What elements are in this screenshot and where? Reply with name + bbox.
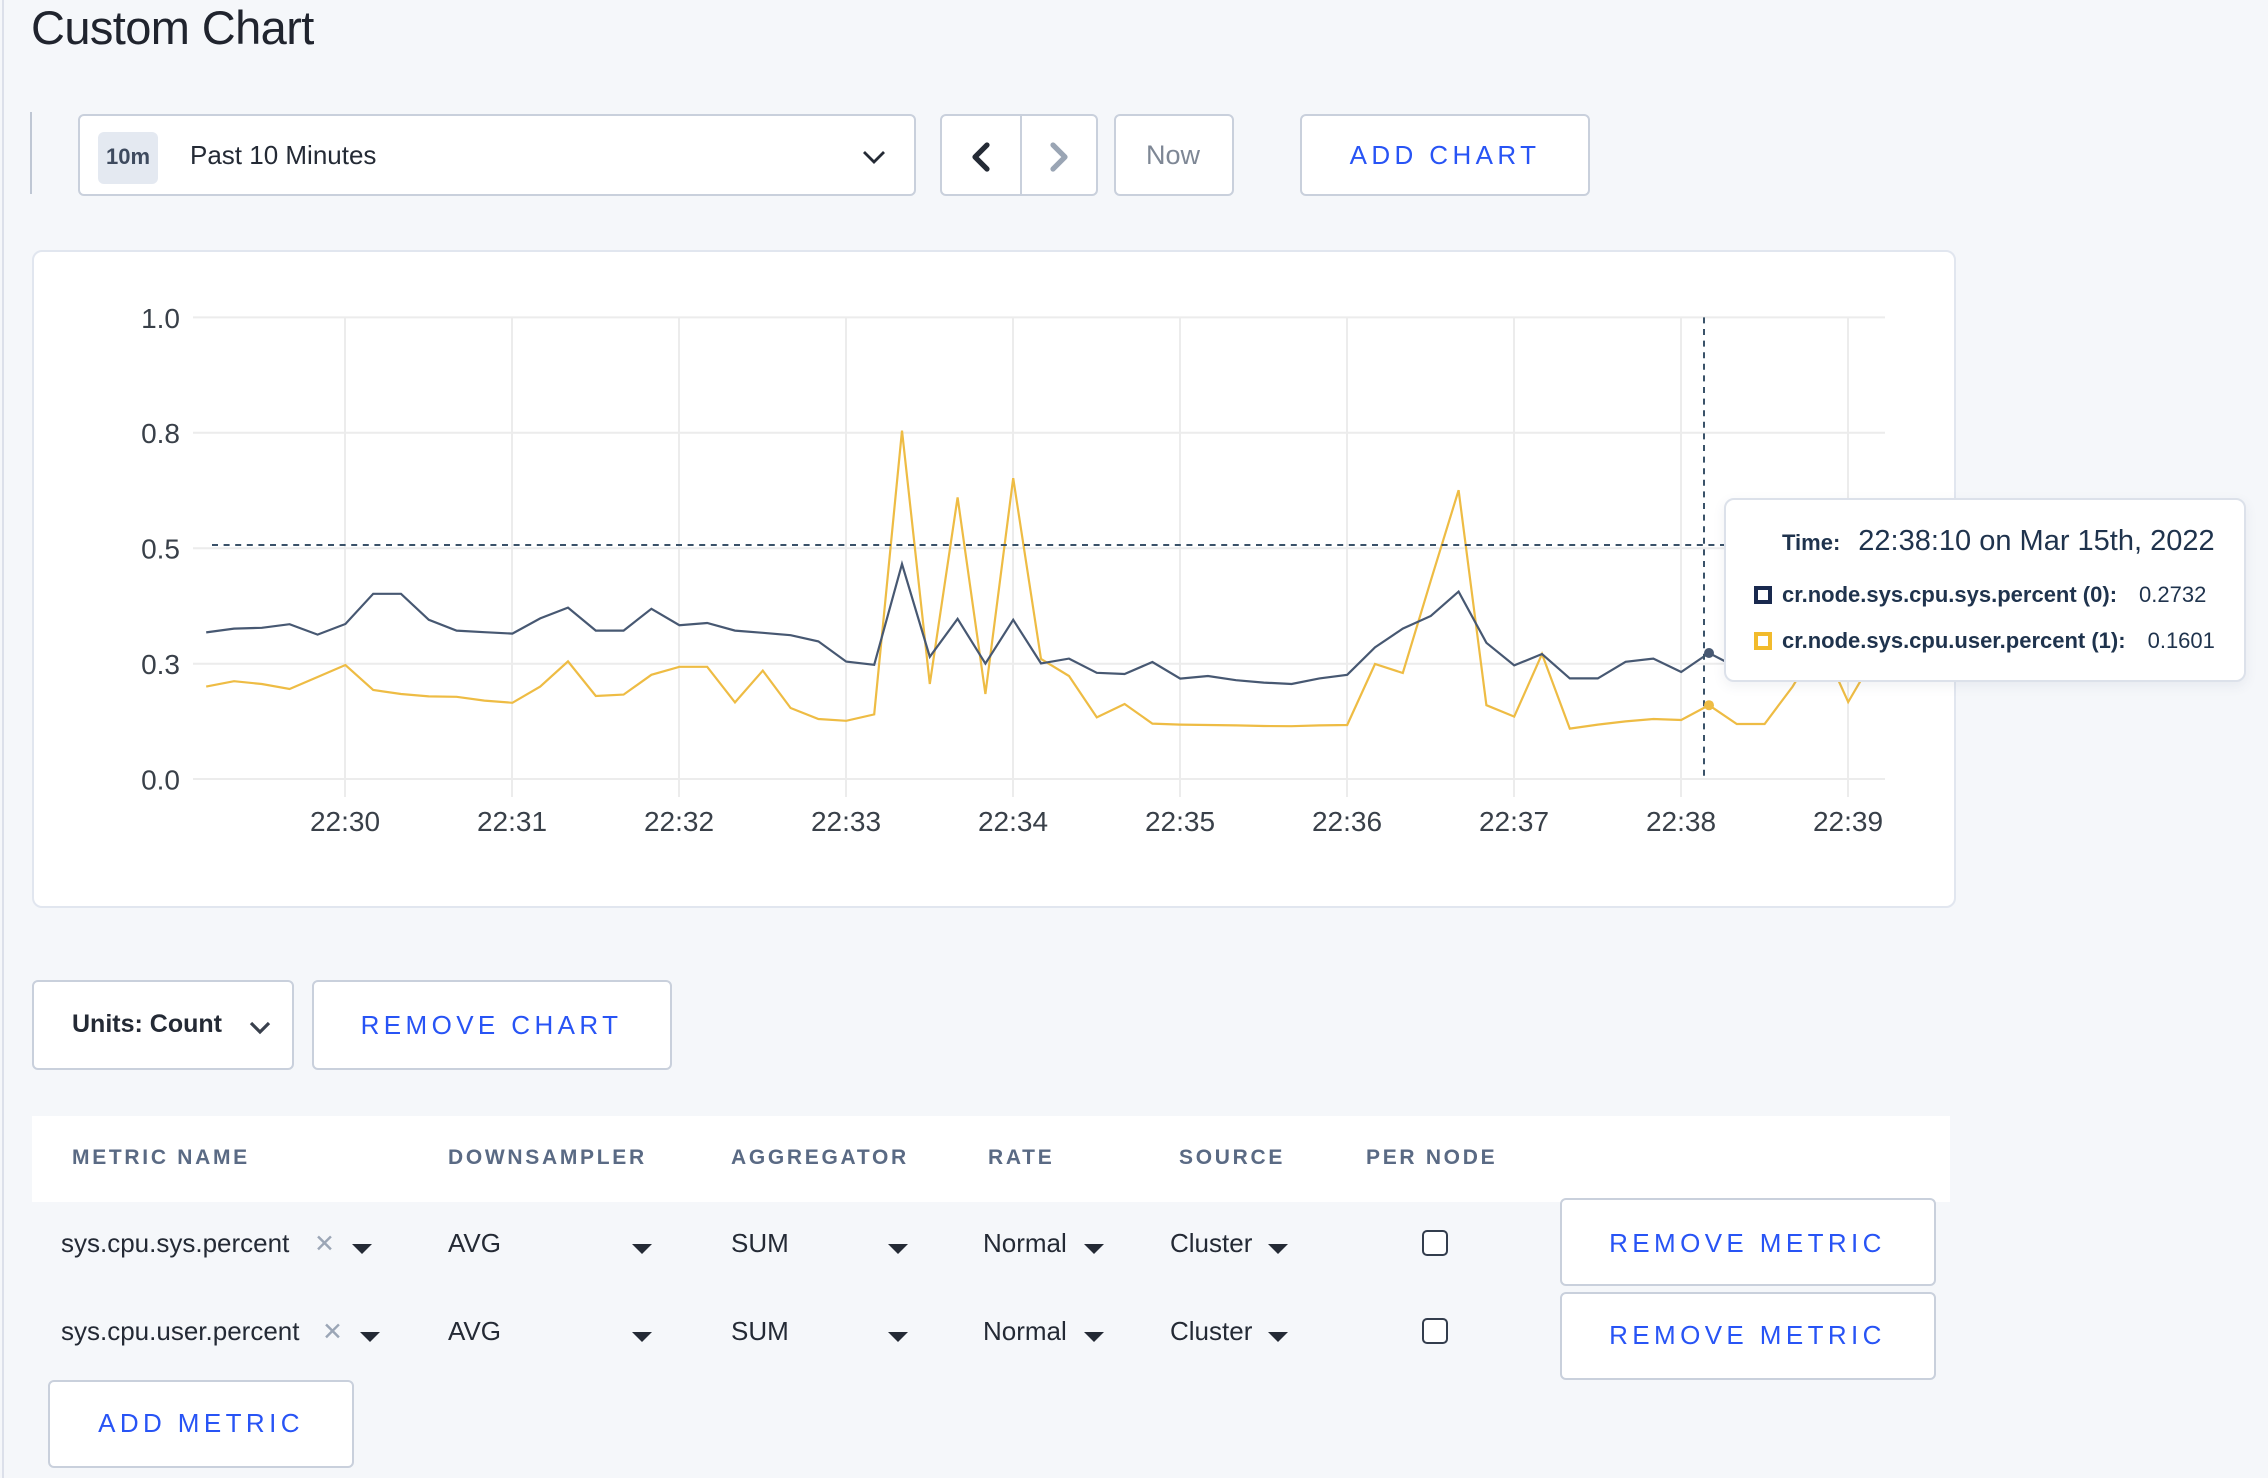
svg-text:22:32: 22:32: [644, 806, 714, 837]
svg-text:22:30: 22:30: [310, 806, 380, 837]
svg-text:1.0: 1.0: [141, 303, 180, 334]
svg-text:22:33: 22:33: [811, 806, 881, 837]
svg-text:22:37: 22:37: [1479, 806, 1549, 837]
svg-text:22:39: 22:39: [1813, 806, 1883, 837]
svg-text:22:36: 22:36: [1312, 806, 1382, 837]
svg-text:22:35: 22:35: [1145, 806, 1215, 837]
svg-text:0.8: 0.8: [141, 418, 180, 449]
svg-text:0.3: 0.3: [141, 649, 180, 680]
svg-text:22:34: 22:34: [978, 806, 1048, 837]
svg-text:0.5: 0.5: [141, 534, 180, 565]
svg-text:22:31: 22:31: [477, 806, 547, 837]
svg-text:22:38: 22:38: [1646, 806, 1716, 837]
svg-text:0.0: 0.0: [141, 764, 180, 795]
